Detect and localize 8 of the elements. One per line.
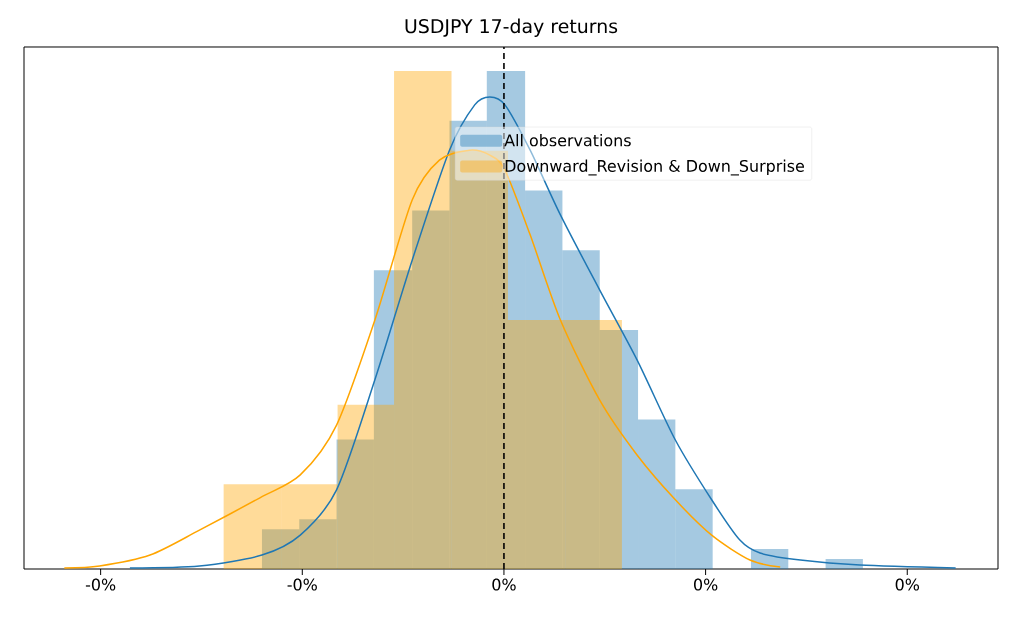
- x-tick-label: 0%: [895, 578, 920, 591]
- x-tick-label: -0%: [85, 578, 116, 591]
- x-tick-label: -0%: [287, 578, 317, 591]
- legend-label: All observations: [504, 134, 631, 147]
- legend-label: Downward_Revision & Down_Surprise: [505, 159, 804, 176]
- x-tick-label: 0%: [694, 578, 718, 591]
- x-tick-label: 0%: [492, 578, 516, 591]
- chart-title: USDJPY 17-day returns: [405, 18, 618, 37]
